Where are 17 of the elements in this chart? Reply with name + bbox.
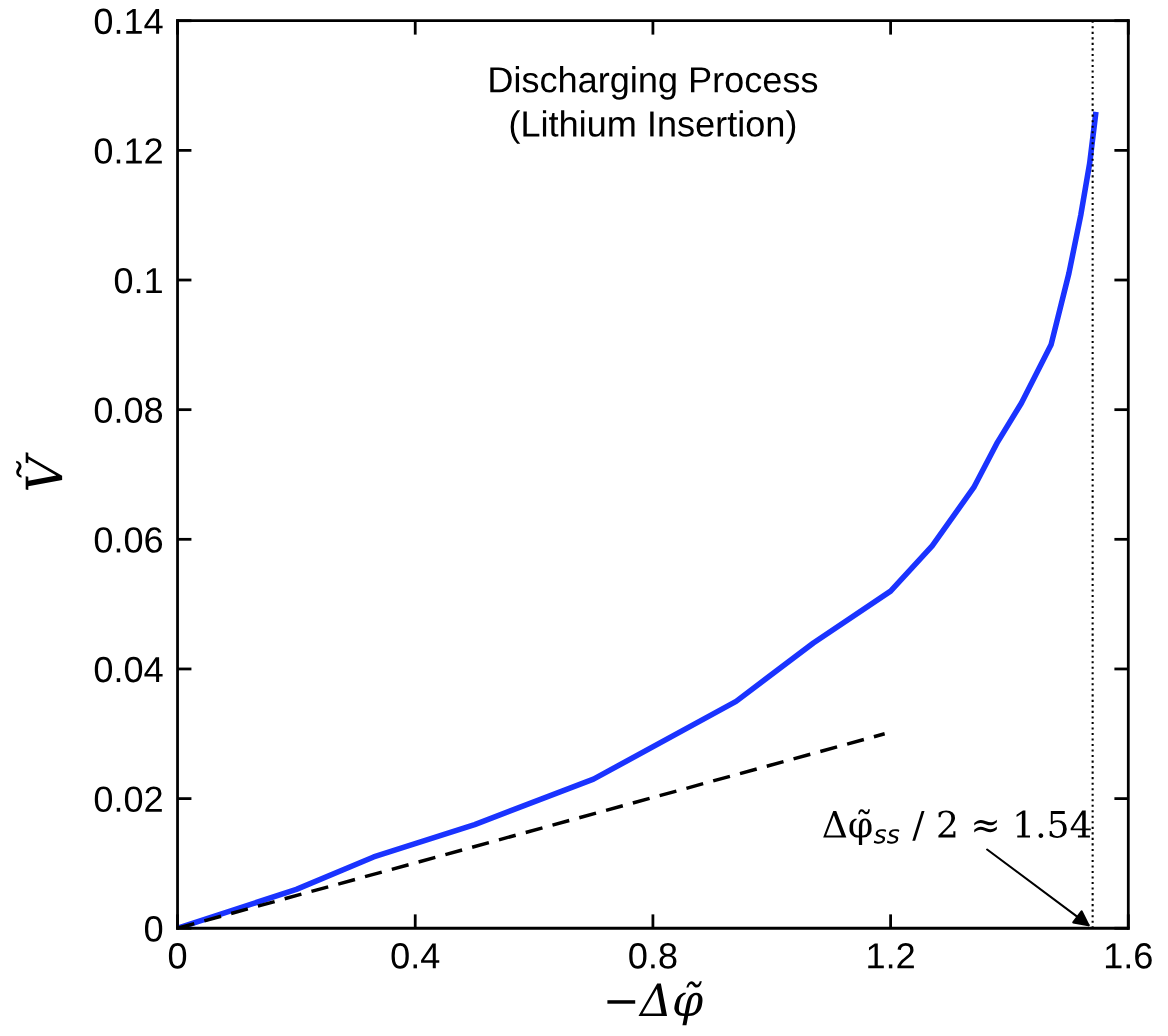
y-tick-label: 0.04 xyxy=(94,656,163,683)
x-tick-label: 1.2 xyxy=(868,943,914,969)
y-tick-label: 0.06 xyxy=(94,527,163,553)
y-axis-title: Ṽ xyxy=(16,452,63,490)
y-tick-label: 0.1 xyxy=(114,267,162,294)
annotation: Discharging Process (Lithium Insertion) xyxy=(490,66,818,144)
y-tick-label: 0 xyxy=(144,916,163,942)
y-tick-label: 0.02 xyxy=(94,786,162,813)
y-tick-label: 0.12 xyxy=(94,138,162,164)
x-tick-label: 0 xyxy=(168,943,187,969)
x-tick-label: 0.4 xyxy=(391,943,440,969)
annotation: Δφ̃$_{ss}$ / 2 ≈ 1.54 xyxy=(823,809,1091,845)
x-tick-label: 0.8 xyxy=(629,943,677,969)
y-tick-label: 0.14 xyxy=(94,8,163,35)
y-tick-label: 0.08 xyxy=(94,397,163,424)
x-tick-label: 1.6 xyxy=(1105,943,1152,969)
x-axis-title: −Δφ̃ xyxy=(607,981,703,1026)
